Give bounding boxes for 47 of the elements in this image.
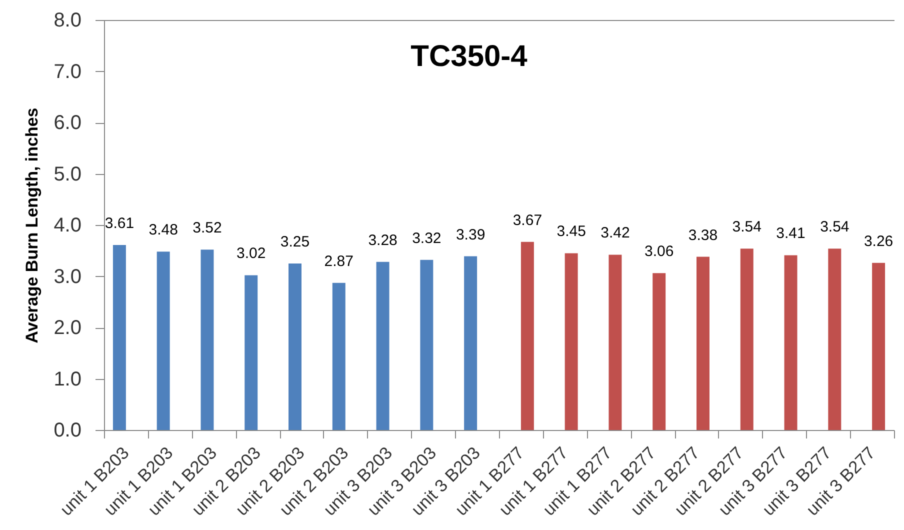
y-tick-label: 3.0 [54,266,82,288]
y-tick-label: 4.0 [54,214,82,236]
bar [464,256,478,430]
bar [420,260,434,430]
bar [696,256,710,430]
data-label: 3.61 [104,214,134,232]
bar [332,282,346,430]
bar [608,254,622,430]
data-label: 3.26 [864,232,894,250]
data-label: 3.54 [820,218,850,236]
data-label: 3.52 [192,220,222,237]
data-label: 3.32 [412,230,442,247]
y-tick-label: 7.0 [54,60,82,83]
y-axis-title: Average Burn Length, inches [22,108,42,344]
data-label: 2.87 [324,252,354,270]
bar [652,273,666,430]
data-label: 3.48 [148,222,178,239]
data-label: 3.06 [644,243,674,260]
bar [376,262,390,430]
data-label: 3.28 [368,232,398,249]
data-label: 3.25 [280,233,310,250]
data-label: 3.38 [688,226,718,244]
data-label: 3.41 [776,225,806,242]
data-label: 3.67 [512,212,542,229]
data-label: 3.02 [236,245,266,262]
bar [520,242,534,430]
data-label: 3.42 [600,224,630,242]
y-tick-label: 0.0 [54,420,82,442]
text: TC350-4 [410,40,528,73]
bar [872,262,886,430]
y-tick-label: 2.0 [54,317,82,339]
bar [288,263,302,430]
bar [828,248,842,430]
y-tick-label: 8.0 [54,10,82,32]
bar [200,250,214,430]
bar [784,255,798,430]
y-tick-label: 6.0 [54,112,82,134]
bar [156,252,170,430]
bar [740,248,754,430]
bar [564,253,578,430]
bar [244,275,258,430]
y-tick-label: 1.0 [54,368,82,390]
data-label: 3.54 [732,218,762,236]
data-label: 3.45 [556,223,586,240]
y-tick-label: 5.0 [54,163,82,186]
bar [112,244,126,430]
data-label: 3.39 [456,226,486,244]
